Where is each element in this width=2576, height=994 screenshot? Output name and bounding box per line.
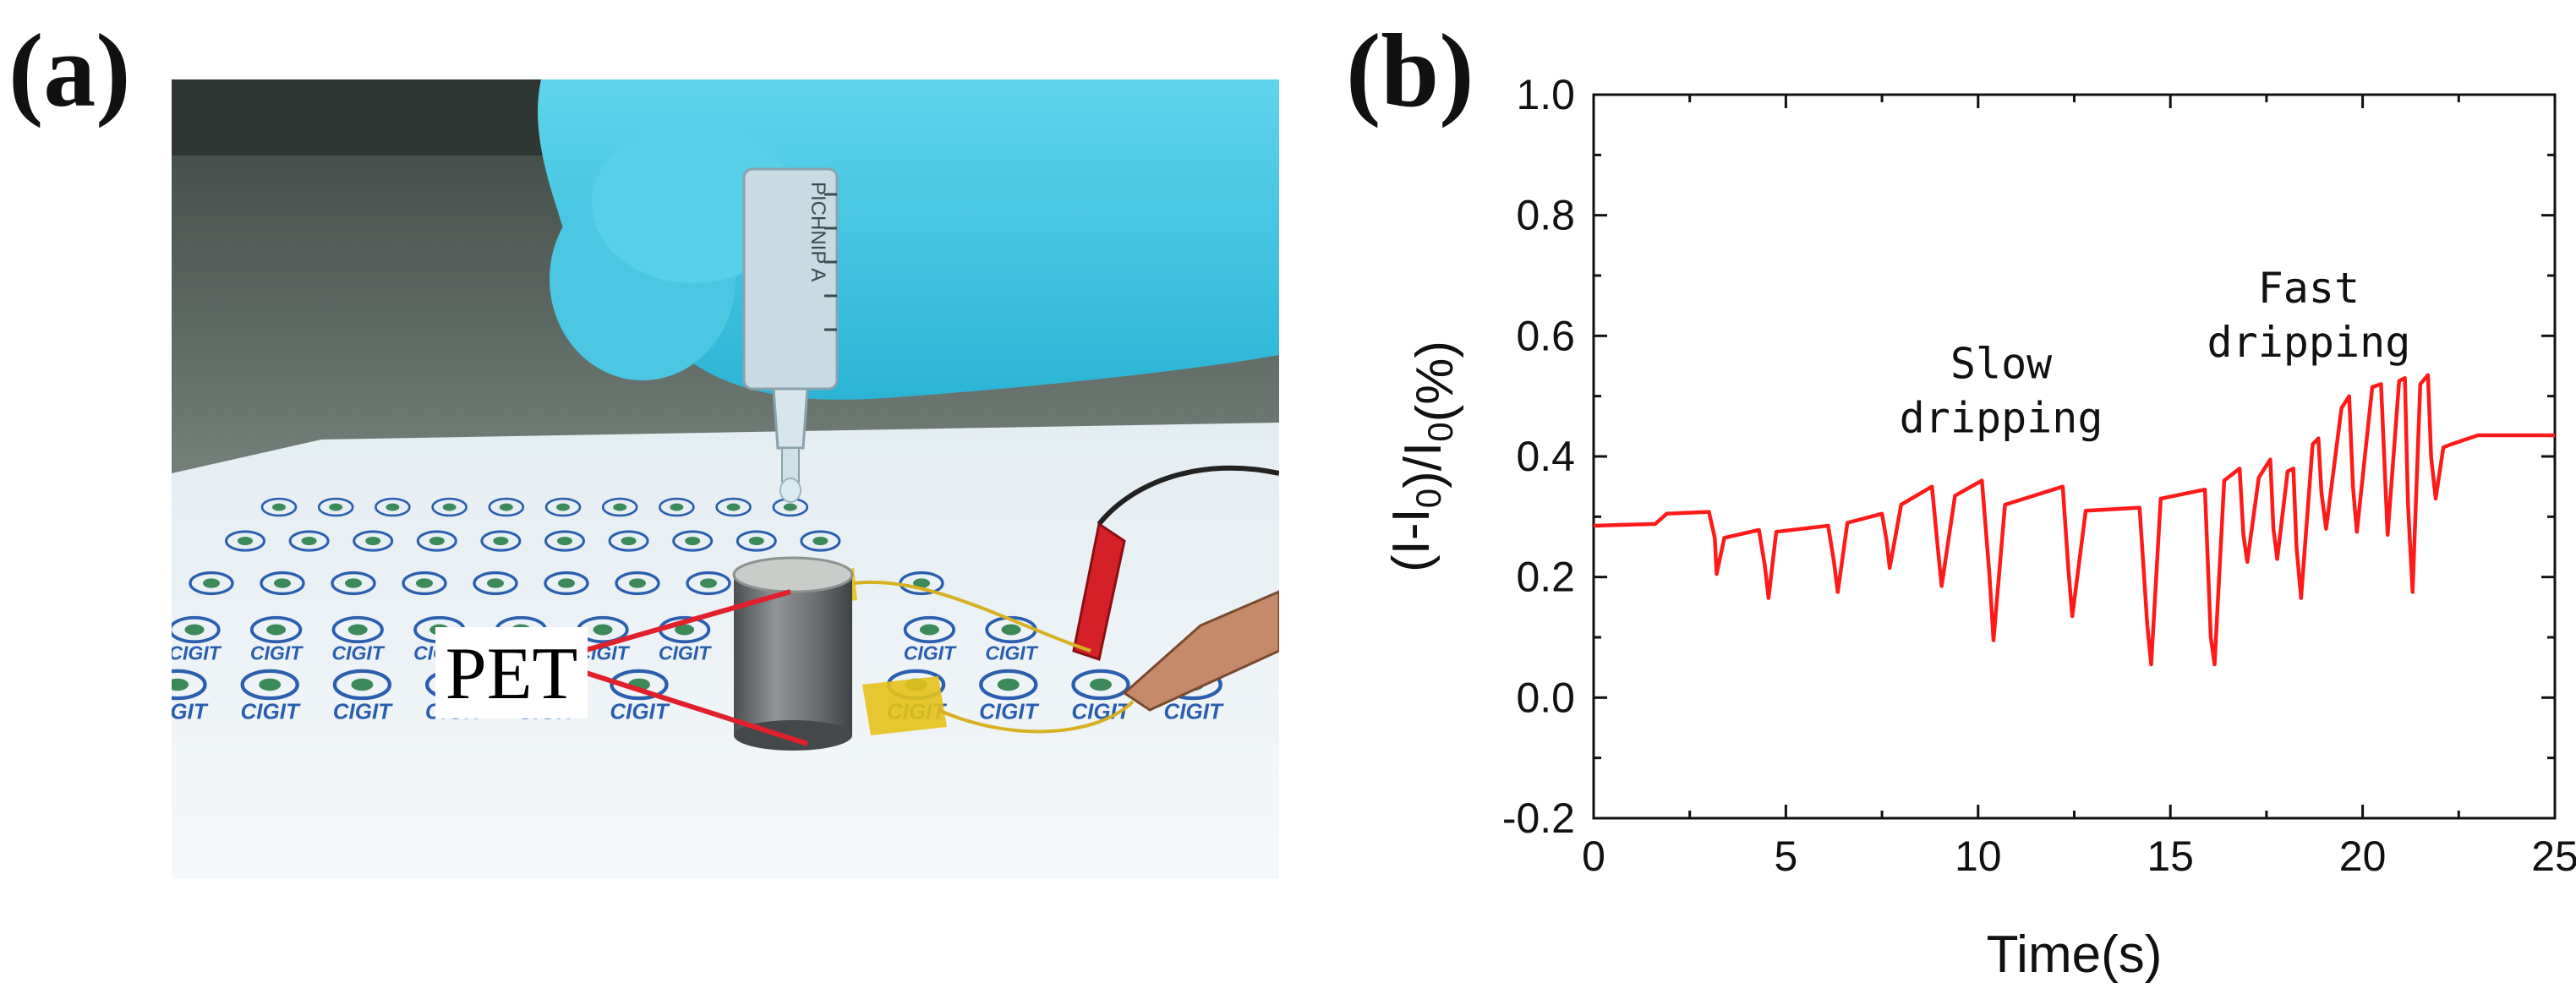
pet-label: PET	[446, 633, 577, 715]
x-tick-label: 5	[1774, 833, 1797, 880]
cigit-logo	[544, 571, 589, 596]
cigit-logo	[317, 497, 354, 517]
cigit-logo	[225, 530, 265, 552]
red-clip	[1072, 522, 1126, 661]
cigit-logo	[615, 571, 660, 596]
cigit-logo: CIGIT	[241, 669, 301, 724]
axes: 0 5 10 15 20 25 -0.2 0.0 0.2 0.4 0.6 0.8 1.0	[1502, 71, 2576, 880]
cigit-logo-text: CIGIT	[333, 698, 393, 724]
cigit-logo-text: CIGIT	[250, 642, 304, 664]
x-tick-label: 0	[1582, 833, 1605, 880]
cigit-logo-text: CIGIT	[332, 642, 386, 664]
cigit-logo-text: CIGIT	[148, 698, 208, 724]
cigit-logo: CIGIT	[332, 615, 386, 664]
water-droplet	[779, 478, 801, 503]
x-tick-label: 20	[2339, 833, 2387, 880]
cigit-logo	[375, 497, 411, 517]
cigit-logo	[473, 571, 518, 596]
cigit-logo	[800, 530, 841, 552]
pet-label-box	[435, 627, 588, 718]
cigit-logo	[659, 497, 695, 517]
cigit-logo	[331, 571, 376, 596]
cigit-logo-text: CIGIT	[904, 642, 957, 664]
cigit-logo	[260, 497, 298, 517]
cigit-logo	[608, 530, 649, 552]
cigit-logo	[260, 571, 305, 596]
cigit-logo	[416, 530, 457, 552]
cigit-logo-text: CIGIT	[168, 642, 222, 664]
y-tick-label: 1.0	[1516, 71, 1575, 118]
cigit-logo	[715, 497, 752, 517]
cigit-logo: CIGIT	[168, 615, 222, 664]
cigit-logo	[686, 571, 731, 596]
cigit-logo	[488, 497, 525, 517]
plot-frame	[1592, 93, 2557, 820]
cigit-logo: CIGIT	[333, 669, 393, 724]
panel-a-label: (a)	[8, 13, 131, 128]
cigit-logo	[736, 530, 777, 552]
pet-line-top	[582, 589, 791, 653]
cigit-logo-text: CIGIT	[979, 698, 1039, 724]
cigit-logo	[672, 530, 714, 552]
panel-b-label: (b)	[1346, 13, 1474, 128]
y-tick-label: 0.2	[1516, 554, 1575, 601]
y-tick-label: 0.8	[1516, 192, 1575, 239]
cigit-logo: CIGIT	[985, 615, 1039, 664]
cigit-logo: CIGIT	[250, 615, 304, 664]
y-tick-label: -0.2	[1502, 795, 1575, 842]
x-axis-label: Time(s)	[1987, 926, 2163, 984]
cigit-logo	[601, 497, 638, 517]
cigit-logo	[544, 497, 582, 517]
cigit-logo-text: CIGIT	[1164, 698, 1224, 724]
cigit-logo-text: CIGIT	[985, 642, 1038, 664]
cigit-logo: CIGIT	[148, 669, 209, 724]
cigit-logo	[431, 497, 468, 517]
syringe-text: PICHNIP A	[807, 182, 829, 281]
cigit-logo	[402, 571, 447, 596]
y-tick-label: 0.4	[1516, 433, 1575, 480]
annotations: Slow dripping Fast dripping	[1900, 264, 2411, 442]
pet-line-bottom	[582, 669, 808, 746]
copper-clip	[1122, 590, 1279, 712]
x-tick-label: 25	[2531, 833, 2576, 880]
y-tick-label: 0.0	[1516, 674, 1575, 721]
annotation-0: Slow dripping	[1900, 339, 2103, 442]
cigit-logo: CIGIT	[979, 669, 1040, 724]
y-tick-label: 0.6	[1516, 312, 1575, 359]
cigit-logo	[189, 571, 234, 596]
cigit-logo	[480, 530, 522, 552]
cigit-logo: CIGIT	[659, 615, 712, 664]
cigit-logo	[288, 530, 330, 552]
cigit-logo-text: CIGIT	[610, 698, 670, 724]
annotation-1: Fast dripping	[2207, 264, 2411, 367]
cigit-logo	[353, 530, 394, 552]
x-tick-label: 10	[1955, 833, 2002, 880]
y-axis-label: (I-I0)/I0(%)	[1382, 341, 1464, 572]
series-line-response	[1593, 373, 2555, 667]
cigit-logo-text: CIGIT	[241, 698, 301, 724]
printed-paper	[172, 423, 1279, 879]
cigit-logo-text: CIGIT	[659, 642, 712, 664]
x-tick-label: 15	[2147, 833, 2194, 880]
cigit-logo: CIGIT	[904, 615, 957, 664]
cigit-logo	[544, 530, 585, 552]
